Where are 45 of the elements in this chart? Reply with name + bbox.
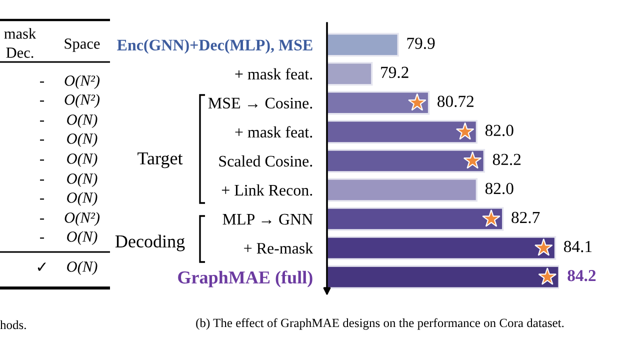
text: - xyxy=(40,218,44,220)
text: Decoding xyxy=(115,234,185,252)
text: hods. xyxy=(0,320,26,330)
y-tick-label: Enc(GNN)+Dec(MLP), MSE xyxy=(117,39,312,54)
text: - xyxy=(40,120,44,122)
y-tick-label: + Link Recon. xyxy=(222,184,312,196)
text: O(N²) xyxy=(64,94,100,108)
y-tick-label: Scaled Cosine. xyxy=(219,155,312,167)
data-label: 84.1 xyxy=(564,240,592,252)
text: - xyxy=(40,100,44,102)
text: Space xyxy=(64,38,100,52)
text: (b) The effect of GraphMAE designs on the performance on Cora dataset. xyxy=(196,318,564,330)
text: O(N²) xyxy=(64,75,100,89)
data-label: 82.0 xyxy=(485,124,514,136)
text: - xyxy=(40,180,44,181)
text: - xyxy=(40,238,44,239)
y-tick-label: MLP → GNN xyxy=(222,214,313,225)
data-label: 82.2 xyxy=(492,154,521,166)
text: O(N) xyxy=(67,133,98,147)
y-tick-label: + Re-mask xyxy=(244,242,314,254)
data-label: 79.9 xyxy=(407,38,435,50)
text: ✓ xyxy=(38,262,46,271)
text: Target xyxy=(138,152,183,168)
data-label: 79.2 xyxy=(381,66,408,78)
text: - xyxy=(40,140,44,141)
text: O(N) xyxy=(67,192,98,206)
data-label: 80.72 xyxy=(438,96,474,108)
text: O(N) xyxy=(67,261,98,275)
text: mask xyxy=(4,28,36,39)
text: O(N) xyxy=(67,173,98,187)
y-tick-label: + mask feat. xyxy=(235,68,312,80)
text: - xyxy=(40,198,44,200)
text: - xyxy=(40,82,44,83)
text: O(N²) xyxy=(64,212,100,226)
text: O(N) xyxy=(67,153,98,167)
y-tick-label: + mask feat. xyxy=(235,126,312,138)
data-label: 84.2 xyxy=(568,270,596,282)
text: O(N) xyxy=(67,114,98,128)
text: Dec. xyxy=(6,48,34,58)
data-label: 82.0 xyxy=(485,182,514,194)
text: - xyxy=(40,160,44,161)
y-tick-label: MSE → Cosine. xyxy=(208,98,312,109)
data-label: 82.7 xyxy=(512,212,540,224)
text: O(N) xyxy=(67,231,98,245)
y-tick-label: GraphMAE (full) xyxy=(178,270,312,288)
